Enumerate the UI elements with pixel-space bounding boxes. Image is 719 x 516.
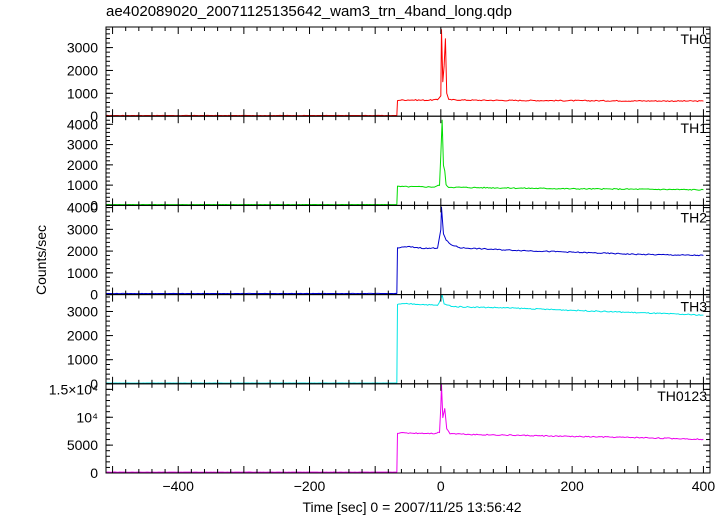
series-line-th0 xyxy=(105,29,704,117)
y-tick-label: 4000 xyxy=(67,200,98,216)
y-tick-label: 0 xyxy=(90,376,98,392)
y-tick-label: 0 xyxy=(90,287,98,303)
y-tick-label: 2000 xyxy=(67,62,98,78)
y-axis-label: Counts/sec xyxy=(33,225,49,295)
y-tick-label: 1000 xyxy=(67,177,98,193)
y-tick-label: 1000 xyxy=(67,265,98,281)
panel-frame-th1 xyxy=(105,115,711,206)
x-tick-label: −200 xyxy=(294,478,326,494)
y-tick-label: 3000 xyxy=(67,221,98,237)
panel-frame-th0 xyxy=(105,26,711,117)
y-tick-label: 3000 xyxy=(67,40,98,56)
x-tick-label: 200 xyxy=(560,478,584,494)
series-line-th1 xyxy=(105,119,704,206)
x-tick-label: 0 xyxy=(437,478,445,494)
y-tick-label: 4000 xyxy=(67,116,98,132)
y-tick-label: 1.5×10⁴ xyxy=(49,381,98,397)
panel-label-th0123: TH0123 xyxy=(657,388,707,404)
y-tick-label: 1000 xyxy=(67,352,98,368)
y-tick-label: 10⁴ xyxy=(76,409,98,425)
panel-label-th2: TH2 xyxy=(681,209,708,225)
panel-label-th3: TH3 xyxy=(681,299,708,315)
series-line-th0123 xyxy=(105,384,704,473)
series-line-th2 xyxy=(105,206,704,295)
y-tick-label: 0 xyxy=(90,197,98,213)
y-tick-label: 2000 xyxy=(67,328,98,344)
panel-label-th1: TH1 xyxy=(681,120,708,136)
panel-label-th0: TH0 xyxy=(681,31,708,47)
y-tick-label: 0 xyxy=(90,108,98,124)
panel-frame-th2 xyxy=(105,204,711,296)
x-tick-label: −400 xyxy=(162,478,194,494)
x-axis-label: Time [sec] 0 = 2007/11/25 13:56:42 xyxy=(302,499,521,515)
series-line-th3 xyxy=(105,294,704,384)
panel-frame-th3 xyxy=(105,294,711,385)
y-tick-label: 0 xyxy=(90,465,98,481)
panel-frame-th0123 xyxy=(105,383,711,474)
y-tick-label: 5000 xyxy=(67,437,98,453)
y-tick-label: 1000 xyxy=(67,85,98,101)
y-tick-label: 2000 xyxy=(67,157,98,173)
chart-title: ae402089020_20071125135642_wam3_trn_4ban… xyxy=(106,3,512,20)
y-tick-label: 2000 xyxy=(67,243,98,259)
y-tick-label: 3000 xyxy=(67,303,98,319)
x-tick-label: 400 xyxy=(692,478,716,494)
y-tick-label: 3000 xyxy=(67,137,98,153)
